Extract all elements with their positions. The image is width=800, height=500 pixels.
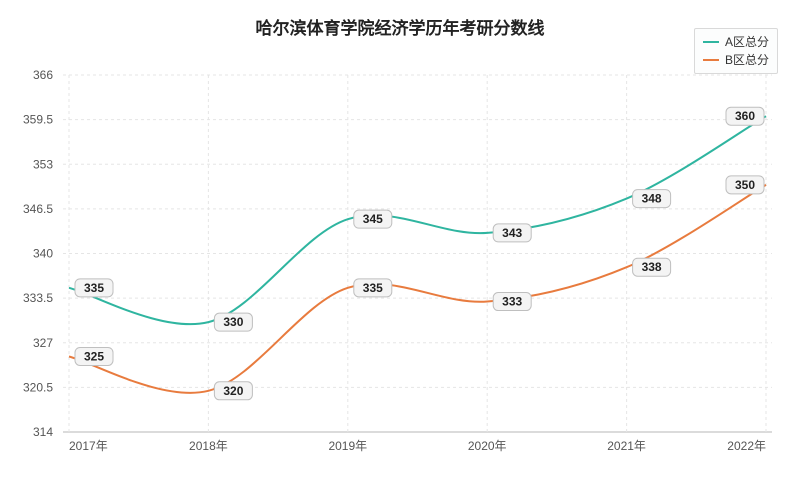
legend-item: A区总分 <box>703 33 769 51</box>
svg-text:320.5: 320.5 <box>23 380 53 394</box>
svg-text:366: 366 <box>33 68 53 82</box>
svg-text:348: 348 <box>642 192 662 206</box>
svg-text:346.5: 346.5 <box>23 202 53 216</box>
legend-swatch-b <box>703 59 719 61</box>
svg-text:325: 325 <box>84 349 104 363</box>
svg-text:327: 327 <box>33 336 53 350</box>
svg-text:333.5: 333.5 <box>23 291 53 305</box>
svg-text:335: 335 <box>363 281 383 295</box>
svg-text:360: 360 <box>735 109 755 123</box>
svg-text:353: 353 <box>33 157 53 171</box>
svg-text:2021年: 2021年 <box>607 439 646 453</box>
svg-text:340: 340 <box>33 247 53 261</box>
svg-text:2020年: 2020年 <box>468 439 507 453</box>
svg-text:2018年: 2018年 <box>189 439 228 453</box>
legend-label-a: A区总分 <box>725 33 769 51</box>
legend-swatch-a <box>703 41 719 43</box>
legend: A区总分 B区总分 <box>694 28 778 74</box>
plot-area: 314320.5327333.5340346.5353359.53662017年… <box>55 70 780 460</box>
svg-text:335: 335 <box>84 281 104 295</box>
svg-text:338: 338 <box>642 260 662 274</box>
legend-label-b: B区总分 <box>725 51 769 69</box>
chart-title: 哈尔滨体育学院经济学历年考研分数线 <box>0 14 800 39</box>
svg-text:345: 345 <box>363 212 383 226</box>
svg-text:2019年: 2019年 <box>328 439 367 453</box>
svg-text:343: 343 <box>502 226 522 240</box>
svg-text:350: 350 <box>735 178 755 192</box>
svg-text:2017年: 2017年 <box>69 439 108 453</box>
legend-item: B区总分 <box>703 51 769 69</box>
svg-text:314: 314 <box>33 425 53 439</box>
svg-text:330: 330 <box>223 315 243 329</box>
chart-container: 哈尔滨体育学院经济学历年考研分数线 A区总分 B区总分 314320.53273… <box>0 0 800 500</box>
svg-text:2022年: 2022年 <box>727 439 766 453</box>
svg-text:359.5: 359.5 <box>23 113 53 127</box>
svg-text:320: 320 <box>223 384 243 398</box>
svg-text:333: 333 <box>502 295 522 309</box>
